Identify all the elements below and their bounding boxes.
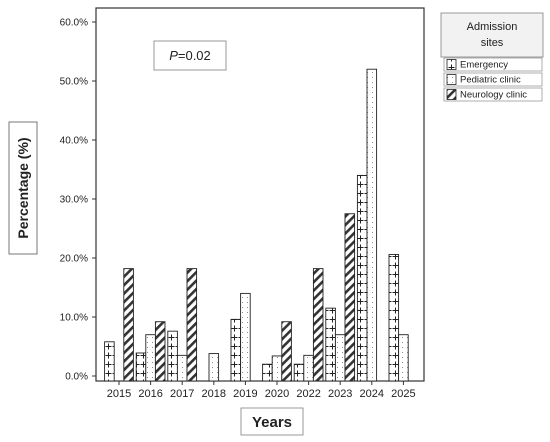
y-tick-label: 60.0% [60, 18, 88, 29]
legend-swatch-dots [446, 74, 457, 85]
legend-title-line1: Admission [467, 21, 518, 33]
legend-swatch-hatch [446, 89, 457, 100]
bar-plus-2023 [325, 307, 336, 382]
bar-plus-2020 [262, 363, 273, 382]
bar-plus-2017 [167, 330, 178, 382]
bar-dots-2024 [366, 68, 378, 382]
x-tick-label: 2019 [233, 388, 257, 400]
ylabel-box [8, 121, 38, 255]
bar-hatch-2015 [123, 268, 134, 382]
legend-title-box [440, 12, 544, 58]
y-tick-label: 50.0% [60, 77, 88, 88]
legend-swatch-plus [446, 59, 457, 70]
legend-title-line2: sites [481, 37, 504, 49]
bar-dots-2019 [240, 292, 251, 382]
legend-label: Pediatric clinic [460, 75, 521, 86]
y-axis-label: Percentage (%) [15, 137, 31, 238]
y-tick-label: 10.0% [60, 313, 88, 324]
legend-label: Emergency [460, 60, 508, 71]
bar-plus-2015 [104, 341, 115, 382]
bar-plus-2019 [230, 318, 242, 382]
legend-label: Neurology clinic [460, 90, 527, 101]
plot-frame [95, 7, 425, 382]
legend-item-box [443, 57, 543, 72]
y-tick-label: 30.0% [60, 195, 88, 206]
bar-dots-2023 [334, 334, 346, 382]
bar-hatch-2023 [344, 213, 356, 382]
x-tick-label: 2017 [170, 388, 194, 400]
x-axis: 2015 2016 2017 2018 2019 2020 2022 2023 2024 2025 [107, 381, 416, 400]
bar-plus-2016 [135, 352, 147, 382]
x-tick-label: 2025 [391, 388, 415, 400]
y-tick-label: 0.0% [65, 372, 88, 383]
bar-hatch-2016 [154, 321, 166, 382]
bar-dots-2018 [208, 353, 220, 382]
x-tick-label: 2022 [296, 388, 320, 400]
bars [104, 68, 409, 382]
bar-dots-2022 [303, 354, 314, 382]
x-tick-label: 2023 [328, 388, 352, 400]
bar-plus-2025 [388, 254, 400, 382]
x-tick-label: 2020 [265, 388, 289, 400]
x-tick-label: 2016 [138, 388, 162, 400]
p-value-box [153, 40, 227, 71]
y-tick-label: 20.0% [60, 254, 88, 265]
bar-hatch-2020 [281, 321, 292, 382]
p-value-number: =0.02 [178, 48, 211, 63]
xlabel-box [240, 407, 304, 436]
p-value-annotation: P=0.02 [169, 48, 211, 63]
bar-plus-2022 [293, 363, 305, 382]
bar-dots-2016 [145, 334, 156, 382]
bar-dots-2020 [271, 355, 283, 382]
x-tick-label: 2015 [107, 388, 131, 400]
bar-hatch-2017 [186, 268, 198, 382]
legend-item-box [443, 87, 543, 102]
x-tick-label: 2024 [360, 388, 384, 400]
y-axis: 0.0% 10.0% 20.0% 30.0% 40.0% 50.0% 60.0% [60, 18, 96, 383]
x-axis-label: Years [252, 414, 292, 431]
x-tick-label: 2018 [202, 388, 226, 400]
legend: Admission sites Emergency Pediatric clini… [440, 12, 544, 102]
y-tick-label: 40.0% [60, 136, 88, 147]
p-value-symbol: P [169, 48, 178, 63]
bar-dots-2017 [176, 354, 188, 382]
bar-hatch-2022 [312, 268, 324, 382]
bar-dots-2025 [398, 334, 409, 382]
bar-plus-2024 [356, 174, 368, 382]
legend-item-box [443, 72, 543, 87]
